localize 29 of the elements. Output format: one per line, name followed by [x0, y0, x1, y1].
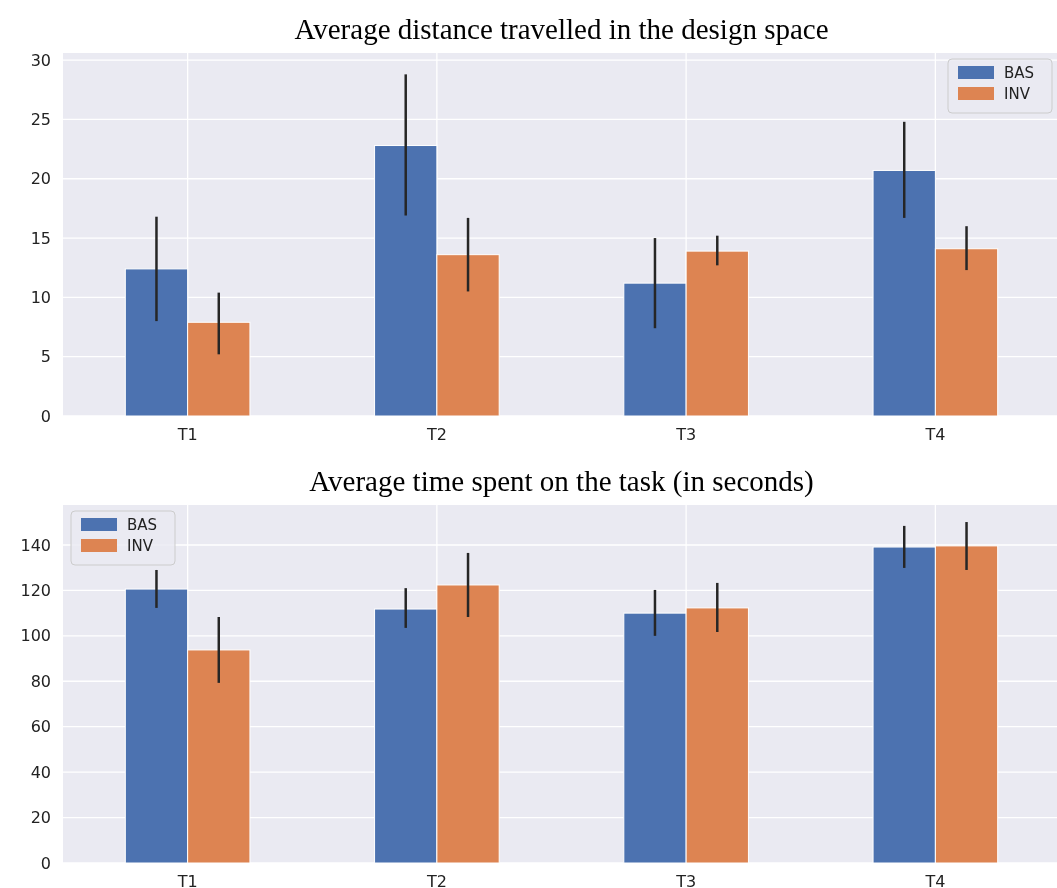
x-tick-label: T3	[675, 425, 697, 444]
x-tick-label: T2	[425, 425, 447, 444]
legend-label: BAS	[127, 516, 158, 535]
y-tick-label: 10	[30, 287, 51, 307]
legend-label: INV	[1004, 85, 1031, 104]
y-tick-label: 0	[40, 406, 51, 426]
y-tick-label: 40	[30, 762, 51, 782]
x-tick-label: T1	[176, 872, 198, 888]
y-tick-label: 15	[30, 228, 51, 248]
legend-label: INV	[127, 537, 154, 556]
chart-title: Average distance travelled in the design space	[294, 13, 829, 45]
y-tick-label: 5	[40, 347, 51, 367]
y-tick-label: 120	[20, 581, 51, 601]
y-tick-label: 140	[20, 535, 51, 555]
y-tick-label: 0	[40, 853, 51, 873]
x-tick-label: T2	[425, 872, 447, 888]
y-tick-label: 20	[30, 169, 51, 189]
y-tick-label: 100	[20, 626, 51, 646]
y-tick-label: 80	[30, 671, 51, 691]
y-tick-label: 20	[30, 808, 51, 828]
x-tick-label: T4	[924, 872, 946, 888]
x-tick-label: T4	[924, 425, 946, 444]
chart-title: Average time spent on the task (in seconds)	[309, 465, 814, 498]
y-tick-label: 60	[30, 717, 51, 737]
x-tick-label: T1	[176, 425, 198, 444]
y-tick-label: 25	[30, 110, 51, 130]
legend-label: BAS	[1004, 64, 1035, 83]
x-tick-label: T3	[675, 872, 697, 888]
y-tick-label: 30	[30, 50, 51, 70]
